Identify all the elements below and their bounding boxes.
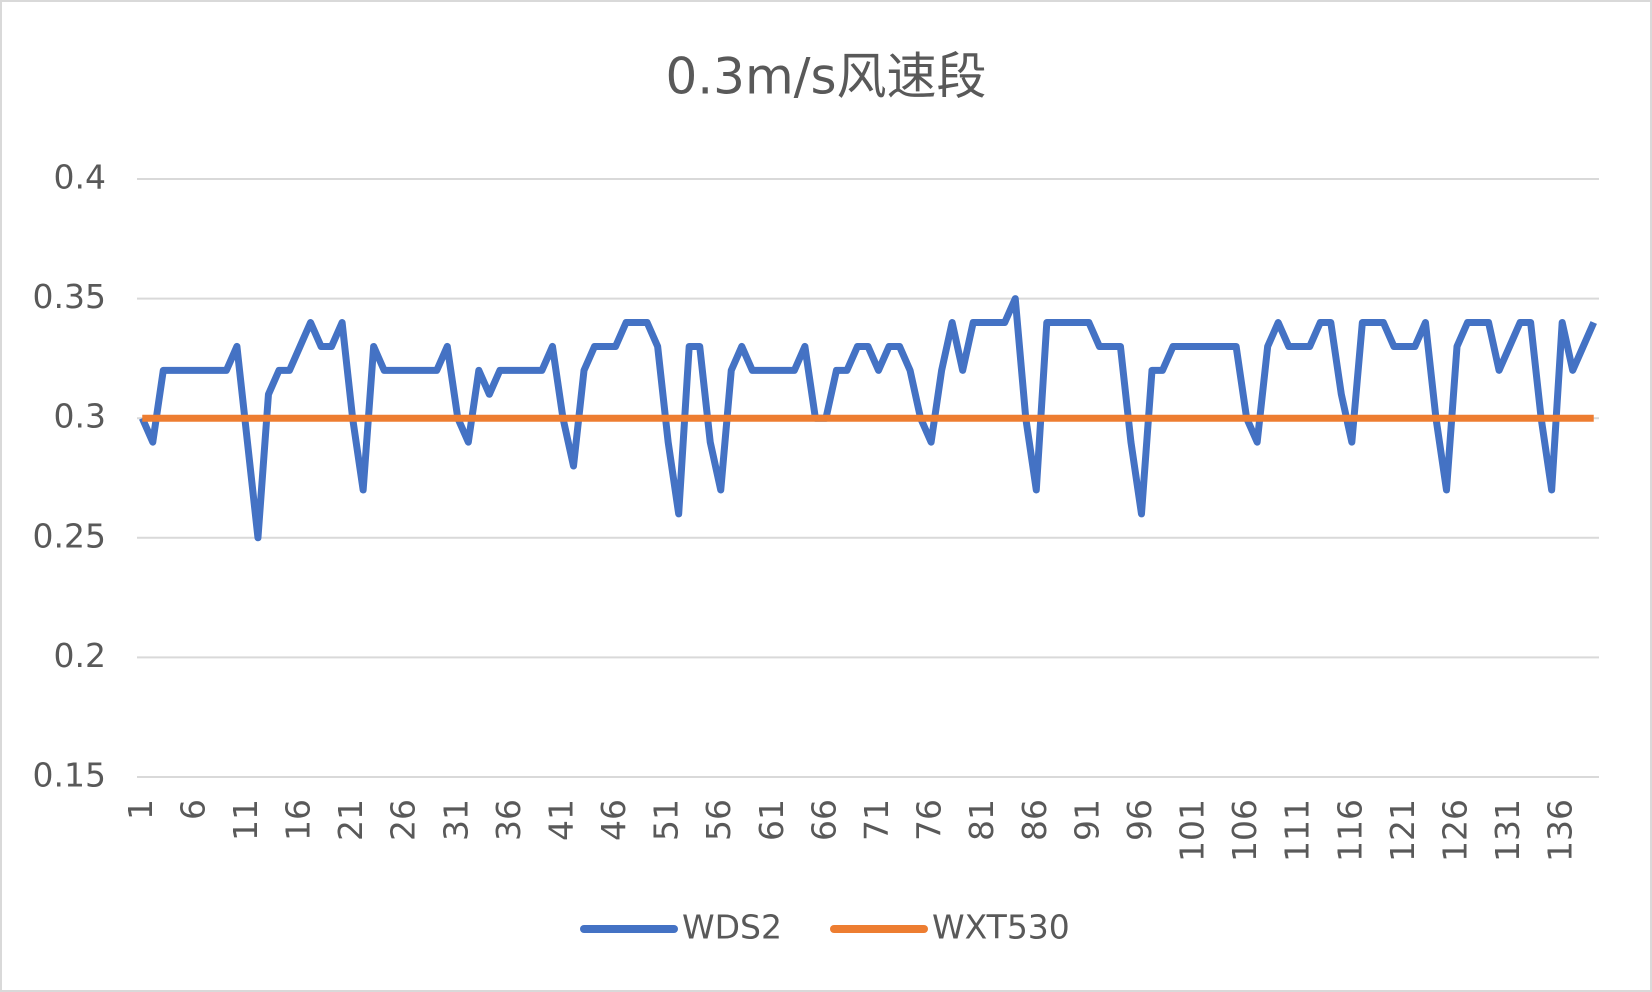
- x-tick-label: 71: [857, 799, 896, 841]
- x-tick-label: 86: [1015, 799, 1054, 841]
- x-tick-label: 131: [1488, 799, 1527, 862]
- y-tick-label: 0.15: [33, 756, 106, 795]
- x-tick-label: 66: [804, 799, 843, 841]
- x-tick-label: 56: [699, 799, 738, 841]
- x-tick-label: 46: [594, 799, 633, 841]
- y-tick-label: 0.25: [33, 516, 106, 555]
- x-tick-label: 11: [226, 799, 265, 841]
- x-tick-label: 26: [384, 799, 423, 841]
- x-tick-label: 21: [331, 799, 370, 841]
- y-tick-label: 0.4: [54, 158, 106, 197]
- x-tick-label: 41: [541, 799, 580, 841]
- x-tick-label: 91: [1067, 799, 1106, 841]
- x-tick-label: 6: [173, 799, 212, 820]
- x-tick-label: 111: [1278, 799, 1317, 862]
- x-tick-label: 101: [1173, 799, 1212, 862]
- x-tick-label: 116: [1330, 799, 1369, 862]
- y-tick-label: 0.3: [54, 397, 106, 436]
- legend-label: WDS2: [682, 908, 782, 947]
- x-tick-label: 51: [647, 799, 686, 841]
- x-tick-label: 16: [279, 799, 318, 841]
- x-tick-label: 96: [1120, 799, 1159, 841]
- x-tick-label: 126: [1436, 799, 1475, 862]
- x-tick-label: 1: [121, 799, 160, 820]
- x-tick-label: 106: [1225, 799, 1264, 862]
- chart-title: 0.3m/s风速段: [665, 48, 986, 106]
- x-tick-label: 76: [910, 799, 949, 841]
- legend-label: WXT530: [932, 908, 1070, 947]
- x-tick-label: 136: [1541, 799, 1580, 862]
- x-tick-label: 81: [962, 799, 1001, 841]
- x-tick-label: 121: [1383, 799, 1422, 862]
- x-tick-label: 61: [752, 799, 791, 841]
- series-line: [139, 295, 1597, 542]
- y-tick-label: 0.2: [54, 636, 106, 675]
- x-tick-label: 36: [489, 799, 528, 841]
- x-tick-label: 31: [436, 799, 475, 841]
- y-tick-label: 0.35: [33, 277, 106, 316]
